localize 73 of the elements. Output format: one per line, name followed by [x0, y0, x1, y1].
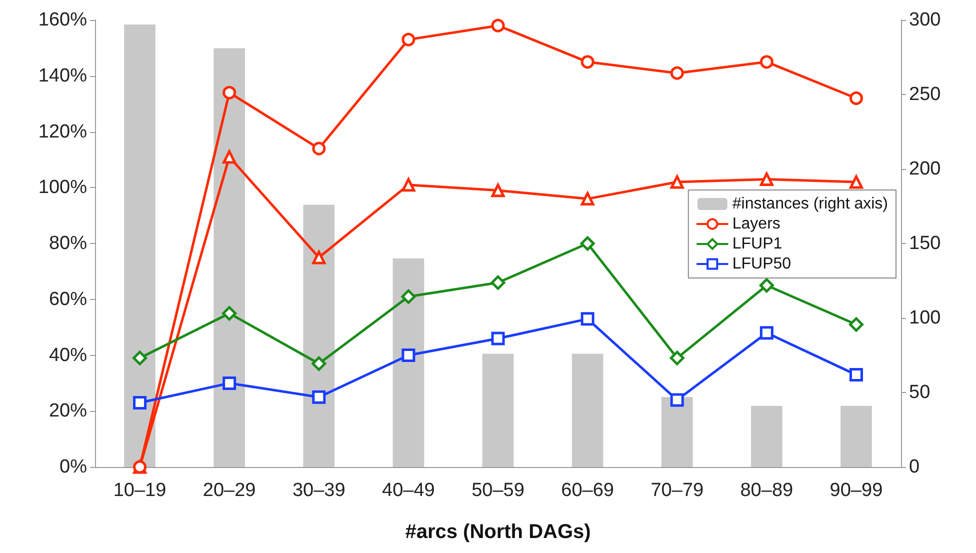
point [580, 192, 594, 206]
bar [214, 48, 246, 467]
y2-tick-label: 300 [909, 10, 941, 30]
point [670, 393, 684, 407]
point [222, 306, 237, 321]
y2-tick-label: 200 [909, 158, 941, 180]
point [580, 236, 595, 251]
legend-label: LFUP1 [732, 236, 782, 252]
x-tick-label: 90–99 [830, 480, 883, 501]
y-tick-label: 0% [60, 456, 88, 478]
y2-tick-label: 0 [909, 456, 920, 478]
bar [124, 24, 156, 467]
point [222, 86, 236, 100]
y-tick-label: 80% [48, 233, 88, 254]
bar [661, 396, 693, 467]
x-tick-label: 30–39 [292, 480, 346, 501]
point [580, 312, 594, 326]
point [222, 376, 236, 390]
bar [303, 204, 335, 467]
point [312, 356, 326, 371]
point [848, 317, 864, 332]
point [491, 18, 505, 32]
x-tick-label: 40–49 [382, 480, 435, 501]
point [580, 55, 594, 69]
x-tick-label: 10–19 [113, 480, 166, 501]
bar [750, 406, 782, 467]
y2-tick-label: 250 [909, 84, 941, 105]
y2-tick-label: 50 [909, 382, 930, 403]
y-tick-label: 20% [48, 400, 88, 422]
legend-label: Layers [732, 216, 780, 232]
point [312, 390, 326, 404]
point [312, 142, 326, 156]
bar [482, 354, 514, 467]
point [133, 396, 147, 410]
x-tick-label: 60–69 [561, 480, 614, 501]
point [670, 175, 684, 189]
x-tick-label: 50–59 [472, 480, 524, 501]
y2-tick-label: 150 [909, 233, 941, 254]
bar [392, 258, 424, 467]
bar [840, 406, 872, 467]
x-tick-label: 70–79 [650, 480, 704, 501]
point [849, 91, 863, 105]
point [402, 32, 416, 46]
y-tick-label: 140% [38, 65, 88, 86]
point [849, 368, 863, 382]
point [849, 175, 863, 189]
point [222, 150, 236, 164]
point [312, 250, 326, 264]
y-tick-label: 120% [38, 121, 88, 142]
point [491, 184, 505, 198]
point [491, 332, 505, 346]
x-axis-title: #arcs (North DAGs) [405, 521, 591, 543]
x-tick-label: 20–29 [202, 480, 256, 501]
legend-label: #instances (right axis) [732, 196, 888, 212]
y-tick-label: 40% [48, 344, 88, 366]
point [402, 348, 416, 362]
point [670, 350, 684, 366]
point [759, 278, 774, 293]
point [670, 66, 684, 80]
point [401, 289, 416, 304]
point [760, 55, 774, 69]
y-tick-label: 60% [48, 288, 88, 310]
point [132, 350, 148, 366]
bar [572, 354, 604, 467]
x-tick-label: 80–89 [740, 480, 794, 501]
legend-label: LFUP50 [732, 256, 792, 272]
point [760, 326, 774, 340]
y-tick-label: 100% [38, 177, 88, 198]
point [760, 172, 774, 186]
y2-tick-label: 100 [909, 308, 941, 328]
point [402, 178, 416, 192]
y-tick-label: 160% [38, 10, 88, 30]
point [490, 275, 506, 290]
